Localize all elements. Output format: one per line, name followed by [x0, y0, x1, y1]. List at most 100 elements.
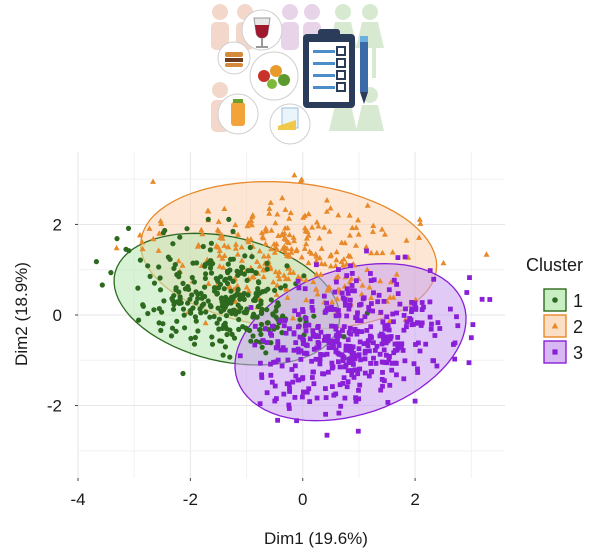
cluster-3-point: [381, 337, 386, 342]
cluster-3-point: [368, 369, 374, 375]
cluster-1-point: [203, 309, 209, 315]
cluster-1-point: [181, 312, 187, 318]
cluster-2-point: [213, 242, 220, 249]
cluster-1-point: [278, 285, 284, 291]
cluster-1-point: [156, 320, 162, 326]
cluster-3-point: [400, 348, 406, 353]
cluster-2-point: [284, 294, 291, 300]
cluster-3-point: [364, 248, 369, 254]
cluster-1-point: [191, 279, 197, 285]
cluster-3-point: [429, 321, 434, 327]
cluster-3-point: [356, 353, 362, 359]
cluster-3-point: [358, 318, 364, 324]
cluster-3-point: [329, 323, 334, 329]
cluster-3-point: [321, 293, 327, 299]
cluster-1-point: [192, 334, 198, 341]
legend-marker-1: [552, 297, 558, 303]
cluster-2-point: [290, 234, 297, 240]
cluster-3-point: [355, 328, 361, 334]
cluster-1-point: [258, 309, 264, 315]
cluster-2-point: [389, 249, 396, 255]
cluster-1-point: [157, 287, 164, 293]
cluster-1-point: [195, 295, 201, 302]
cluster-2-point: [202, 319, 209, 326]
cluster-3-point: [362, 356, 368, 362]
cluster-3-point: [292, 395, 298, 400]
cluster-3-point: [409, 309, 414, 314]
cluster-3-point: [347, 297, 353, 303]
cluster-1-point: [160, 230, 166, 236]
cluster-3-point: [328, 307, 334, 312]
cluster-2-point: [290, 269, 297, 275]
cluster-3-point: [287, 326, 292, 332]
cluster-3-point: [358, 357, 363, 363]
cluster-3-point: [349, 352, 355, 358]
cluster-3-point: [331, 338, 336, 344]
cluster-2-point: [235, 231, 241, 237]
cluster-3-point: [365, 338, 371, 344]
cluster-2-point: [334, 295, 341, 302]
cluster-2-point: [286, 231, 293, 238]
cluster-1-point: [230, 228, 236, 234]
cluster-3-point: [326, 338, 331, 344]
cluster-3-point: [281, 323, 287, 329]
cluster-2-point: [274, 211, 281, 217]
cluster-3-point: [317, 361, 323, 367]
cluster-1-point: [268, 297, 274, 303]
cluster-1-point: [255, 279, 262, 285]
cluster-3-point: [387, 382, 393, 388]
cluster-1-point: [282, 283, 288, 289]
cluster-3-point: [378, 309, 384, 315]
cluster-3-point: [342, 299, 348, 305]
cluster-3-point: [259, 375, 265, 380]
cluster-3-point: [349, 368, 355, 373]
cluster-3-point: [321, 352, 326, 358]
cluster-3-point: [314, 345, 320, 351]
cluster-2-point: [271, 249, 278, 255]
cluster-3-point: [341, 375, 347, 381]
cluster-2-point: [403, 237, 410, 243]
cluster-2-point: [348, 275, 355, 281]
cluster-1-point: [241, 309, 247, 315]
cluster-3-point: [333, 326, 339, 332]
cluster-2-point: [247, 236, 254, 242]
cluster-1-point: [250, 333, 256, 339]
cluster-1-point: [169, 295, 175, 302]
cluster-2-point: [232, 241, 239, 247]
cluster-3-point: [394, 372, 399, 378]
cluster-3-point: [371, 340, 376, 346]
cluster-1-point: [126, 248, 132, 254]
cluster-3-point: [300, 375, 306, 380]
x-axis-title: Dim1 (19.6%): [264, 529, 368, 548]
cluster-3-point: [349, 271, 355, 276]
cluster-2-point: [263, 227, 270, 233]
cluster-1-point: [241, 296, 247, 302]
cluster-2-point: [139, 245, 146, 252]
cluster-1-point: [156, 264, 162, 270]
cluster-3-point: [263, 326, 268, 332]
cluster-3-point: [380, 319, 386, 325]
cluster-3-point: [279, 363, 285, 369]
cluster-1-point: [176, 300, 182, 306]
cluster-1-point: [228, 294, 235, 300]
cluster-3-point: [395, 335, 401, 340]
cluster-3-point: [437, 326, 443, 331]
cluster-1-point: [201, 301, 207, 307]
cluster-2-point: [205, 280, 212, 286]
cluster-3-point: [380, 370, 385, 375]
cluster-2-point: [314, 291, 321, 297]
cluster-3-point: [300, 307, 305, 312]
cluster-2-point: [358, 291, 365, 297]
cluster-2-point: [326, 228, 333, 234]
cluster-3-point: [296, 349, 302, 355]
cluster-3-point: [264, 340, 270, 345]
cluster-1-point: [202, 284, 208, 290]
cluster-3-point: [336, 410, 342, 416]
cluster-2-point: [243, 284, 250, 290]
cluster-3-point: [466, 360, 472, 366]
cluster-1-point: [265, 286, 271, 292]
cluster-2-point: [214, 226, 221, 233]
cluster-2-point: [286, 215, 293, 221]
cluster-2-point: [198, 226, 205, 233]
cluster-1-point: [192, 314, 198, 320]
